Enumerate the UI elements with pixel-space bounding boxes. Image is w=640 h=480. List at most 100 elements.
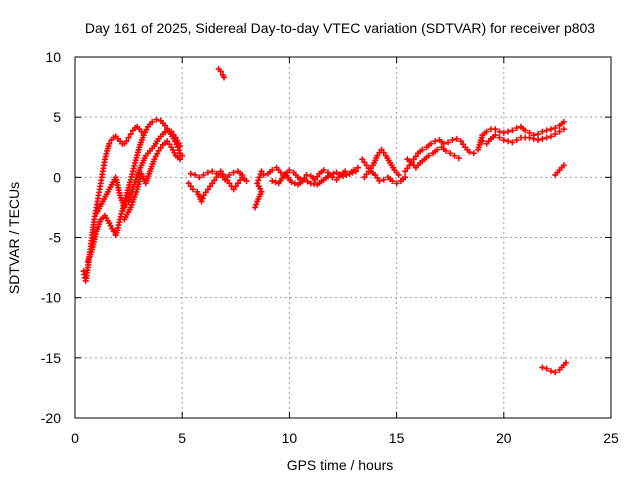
data-point [380, 149, 387, 156]
data-point [312, 176, 319, 183]
data-point [361, 159, 368, 166]
data-point [349, 169, 356, 176]
data-point [552, 131, 559, 138]
data-point [207, 183, 214, 190]
series-track-g [252, 164, 362, 211]
data-point [363, 171, 370, 178]
data-point [410, 156, 417, 163]
data-point [189, 186, 196, 193]
data-point [199, 195, 206, 202]
y-tick-label: -5 [49, 230, 62, 246]
data-point [121, 204, 128, 211]
data-point [230, 169, 237, 176]
data-point [492, 126, 499, 133]
x-tick-label: 25 [603, 430, 619, 446]
series-branch-lower [539, 359, 569, 376]
data-point [425, 152, 432, 159]
series-track-a [80, 123, 145, 284]
data-point [359, 156, 366, 163]
data-point [560, 126, 567, 133]
series-track-d [121, 138, 186, 223]
data-point [230, 186, 237, 193]
grid-lines [75, 57, 611, 418]
data-point [288, 179, 295, 186]
data-point [374, 152, 381, 159]
data-point [336, 171, 343, 178]
series-spike-1 [215, 66, 228, 81]
y-tick-label: -10 [41, 290, 61, 306]
data-point [376, 177, 383, 184]
data-point [562, 359, 569, 366]
data-point [253, 201, 260, 208]
data-point [402, 168, 409, 175]
plot-frame [74, 56, 612, 419]
data-point [277, 169, 284, 176]
data-point [466, 149, 473, 156]
data-point [213, 170, 220, 177]
data-point [367, 165, 374, 172]
data-point [449, 137, 456, 144]
data-point [543, 365, 550, 372]
data-point [445, 139, 452, 146]
data-point [372, 171, 379, 178]
y-tick-label: 5 [53, 109, 61, 125]
data-point [177, 143, 184, 150]
data-point [149, 118, 156, 125]
data-series [80, 66, 569, 376]
data-point [239, 171, 246, 178]
data-point [153, 116, 160, 123]
x-tick-label: 10 [282, 430, 298, 446]
data-point [427, 140, 434, 147]
data-point [340, 173, 346, 180]
data-point [434, 146, 441, 153]
data-point [226, 171, 233, 178]
data-point [177, 156, 184, 163]
data-point [196, 174, 203, 181]
data-point [221, 74, 228, 81]
data-point [447, 150, 454, 157]
y-tick-label: 10 [45, 49, 61, 65]
x-tick-label: 0 [71, 430, 79, 446]
data-point [187, 170, 194, 177]
data-point [123, 201, 130, 208]
data-point [301, 176, 308, 183]
data-point [470, 150, 477, 157]
data-point [547, 368, 554, 375]
x-axis-label: GPS time / hours [287, 457, 394, 473]
chart-title: Day 161 of 2025, Sidereal Day-to-day VTE… [85, 20, 595, 36]
data-point [330, 170, 337, 177]
data-point [175, 147, 182, 154]
data-point [395, 171, 402, 178]
y-tick-label: 0 [53, 169, 61, 185]
data-point [547, 126, 554, 133]
data-point [496, 134, 503, 141]
data-point [556, 128, 563, 135]
data-point [505, 128, 512, 135]
data-point [155, 147, 162, 154]
data-point [509, 127, 516, 134]
data-point [442, 147, 449, 154]
data-point [272, 179, 279, 186]
data-point [457, 138, 464, 145]
data-point [192, 171, 199, 178]
data-point [543, 127, 550, 134]
y-tick-label: -15 [41, 350, 61, 366]
data-point [412, 153, 419, 160]
series-track-i [359, 156, 409, 187]
data-point [286, 167, 293, 174]
data-point [479, 138, 486, 145]
data-point [404, 165, 411, 172]
data-point [419, 146, 426, 153]
data-point [509, 139, 516, 146]
data-point [170, 131, 177, 138]
data-point [535, 137, 542, 144]
data-point [547, 133, 554, 140]
data-point [234, 180, 241, 187]
series-track-j [361, 146, 402, 181]
data-point [560, 162, 567, 169]
data-point [164, 127, 171, 134]
data-point [200, 192, 207, 199]
data-point [185, 180, 192, 187]
data-point [522, 127, 529, 134]
